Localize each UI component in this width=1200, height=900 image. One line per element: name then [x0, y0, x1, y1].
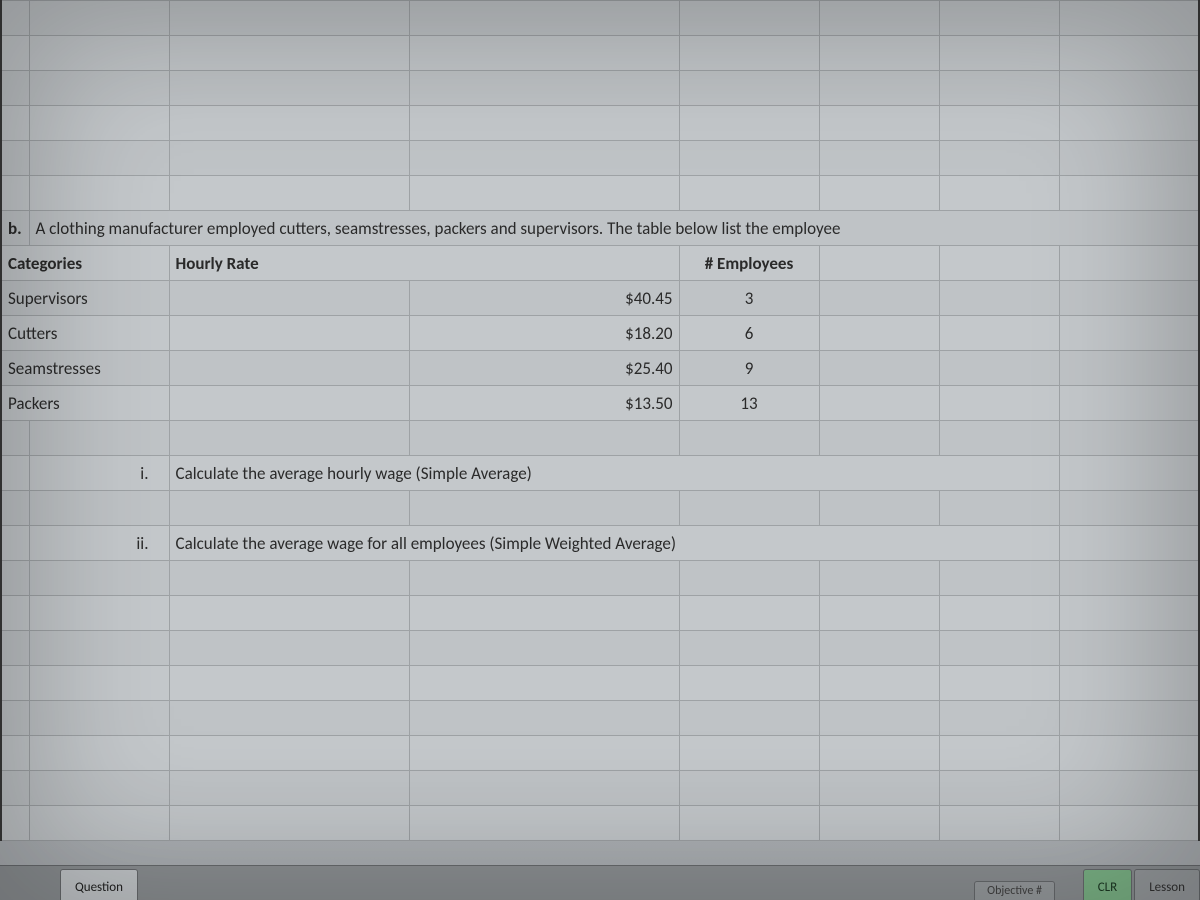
subquestion-row[interactable]: i. Calculate the average hourly wage (Si…	[1, 456, 1199, 491]
cell-rate: $25.40	[409, 351, 679, 386]
question-row[interactable]: b. A clothing manufacturer employed cutt…	[1, 211, 1199, 246]
blank-row[interactable]	[1, 596, 1199, 631]
blank-row[interactable]	[1, 106, 1199, 141]
col-header-categories: Categories	[1, 246, 169, 281]
cell-employees: 3	[679, 281, 819, 316]
cell-category: Seamstresses	[1, 351, 169, 386]
worksheet-grid[interactable]: b. A clothing manufacturer employed cutt…	[0, 0, 1200, 841]
cell-rate: $40.45	[409, 281, 679, 316]
question-label: b.	[1, 211, 29, 246]
blank-row[interactable]	[1, 421, 1199, 456]
blank-row[interactable]	[1, 176, 1199, 211]
cell-employees: 9	[679, 351, 819, 386]
subq-label: i.	[29, 456, 169, 491]
table-row[interactable]: Seamstresses $25.40 9	[1, 351, 1199, 386]
blank-row[interactable]	[1, 491, 1199, 526]
subq-text: Calculate the average wage for all emplo…	[169, 526, 1059, 561]
question-text: A clothing manufacturer employed cutters…	[29, 211, 1199, 246]
cell-rate: $18.20	[409, 316, 679, 351]
sheet-tab-lesson[interactable]: Lesson	[1134, 869, 1200, 900]
blank-row[interactable]	[1, 666, 1199, 701]
subq-text: Calculate the average hourly wage (Simpl…	[169, 456, 1059, 491]
subq-label: ii.	[29, 526, 169, 561]
blank-row[interactable]	[1, 631, 1199, 666]
sheet-tab-objective[interactable]: Objective #	[974, 881, 1055, 900]
table-row[interactable]: Cutters $18.20 6	[1, 316, 1199, 351]
table-row[interactable]: Packers $13.50 13	[1, 386, 1199, 421]
cell-employees: 6	[679, 316, 819, 351]
col-header-employees: # Employees	[679, 246, 819, 281]
blank-row[interactable]	[1, 736, 1199, 771]
table-header-row[interactable]: Categories Hourly Rate # Employees	[1, 246, 1199, 281]
subquestion-row[interactable]: ii. Calculate the average wage for all e…	[1, 526, 1199, 561]
blank-row[interactable]	[1, 36, 1199, 71]
blank-row[interactable]	[1, 1, 1199, 36]
cell-category: Cutters	[1, 316, 169, 351]
blank-row[interactable]	[1, 71, 1199, 106]
col-header-rate: Hourly Rate	[169, 246, 679, 281]
blank-row[interactable]	[1, 561, 1199, 596]
cell-employees: 13	[679, 386, 819, 421]
cell-rate: $13.50	[409, 386, 679, 421]
blank-row[interactable]	[1, 806, 1199, 841]
cell-category: Supervisors	[1, 281, 169, 316]
spreadsheet-viewport: b. A clothing manufacturer employed cutt…	[0, 0, 1200, 900]
blank-row[interactable]	[1, 141, 1199, 176]
blank-row[interactable]	[1, 771, 1199, 806]
table-row[interactable]: Supervisors $40.45 3	[1, 281, 1199, 316]
cell-category: Packers	[1, 386, 169, 421]
sheet-tab-clr[interactable]: CLR	[1083, 869, 1132, 900]
blank-row[interactable]	[1, 701, 1199, 736]
sheet-tab-question[interactable]: Question	[60, 869, 138, 900]
